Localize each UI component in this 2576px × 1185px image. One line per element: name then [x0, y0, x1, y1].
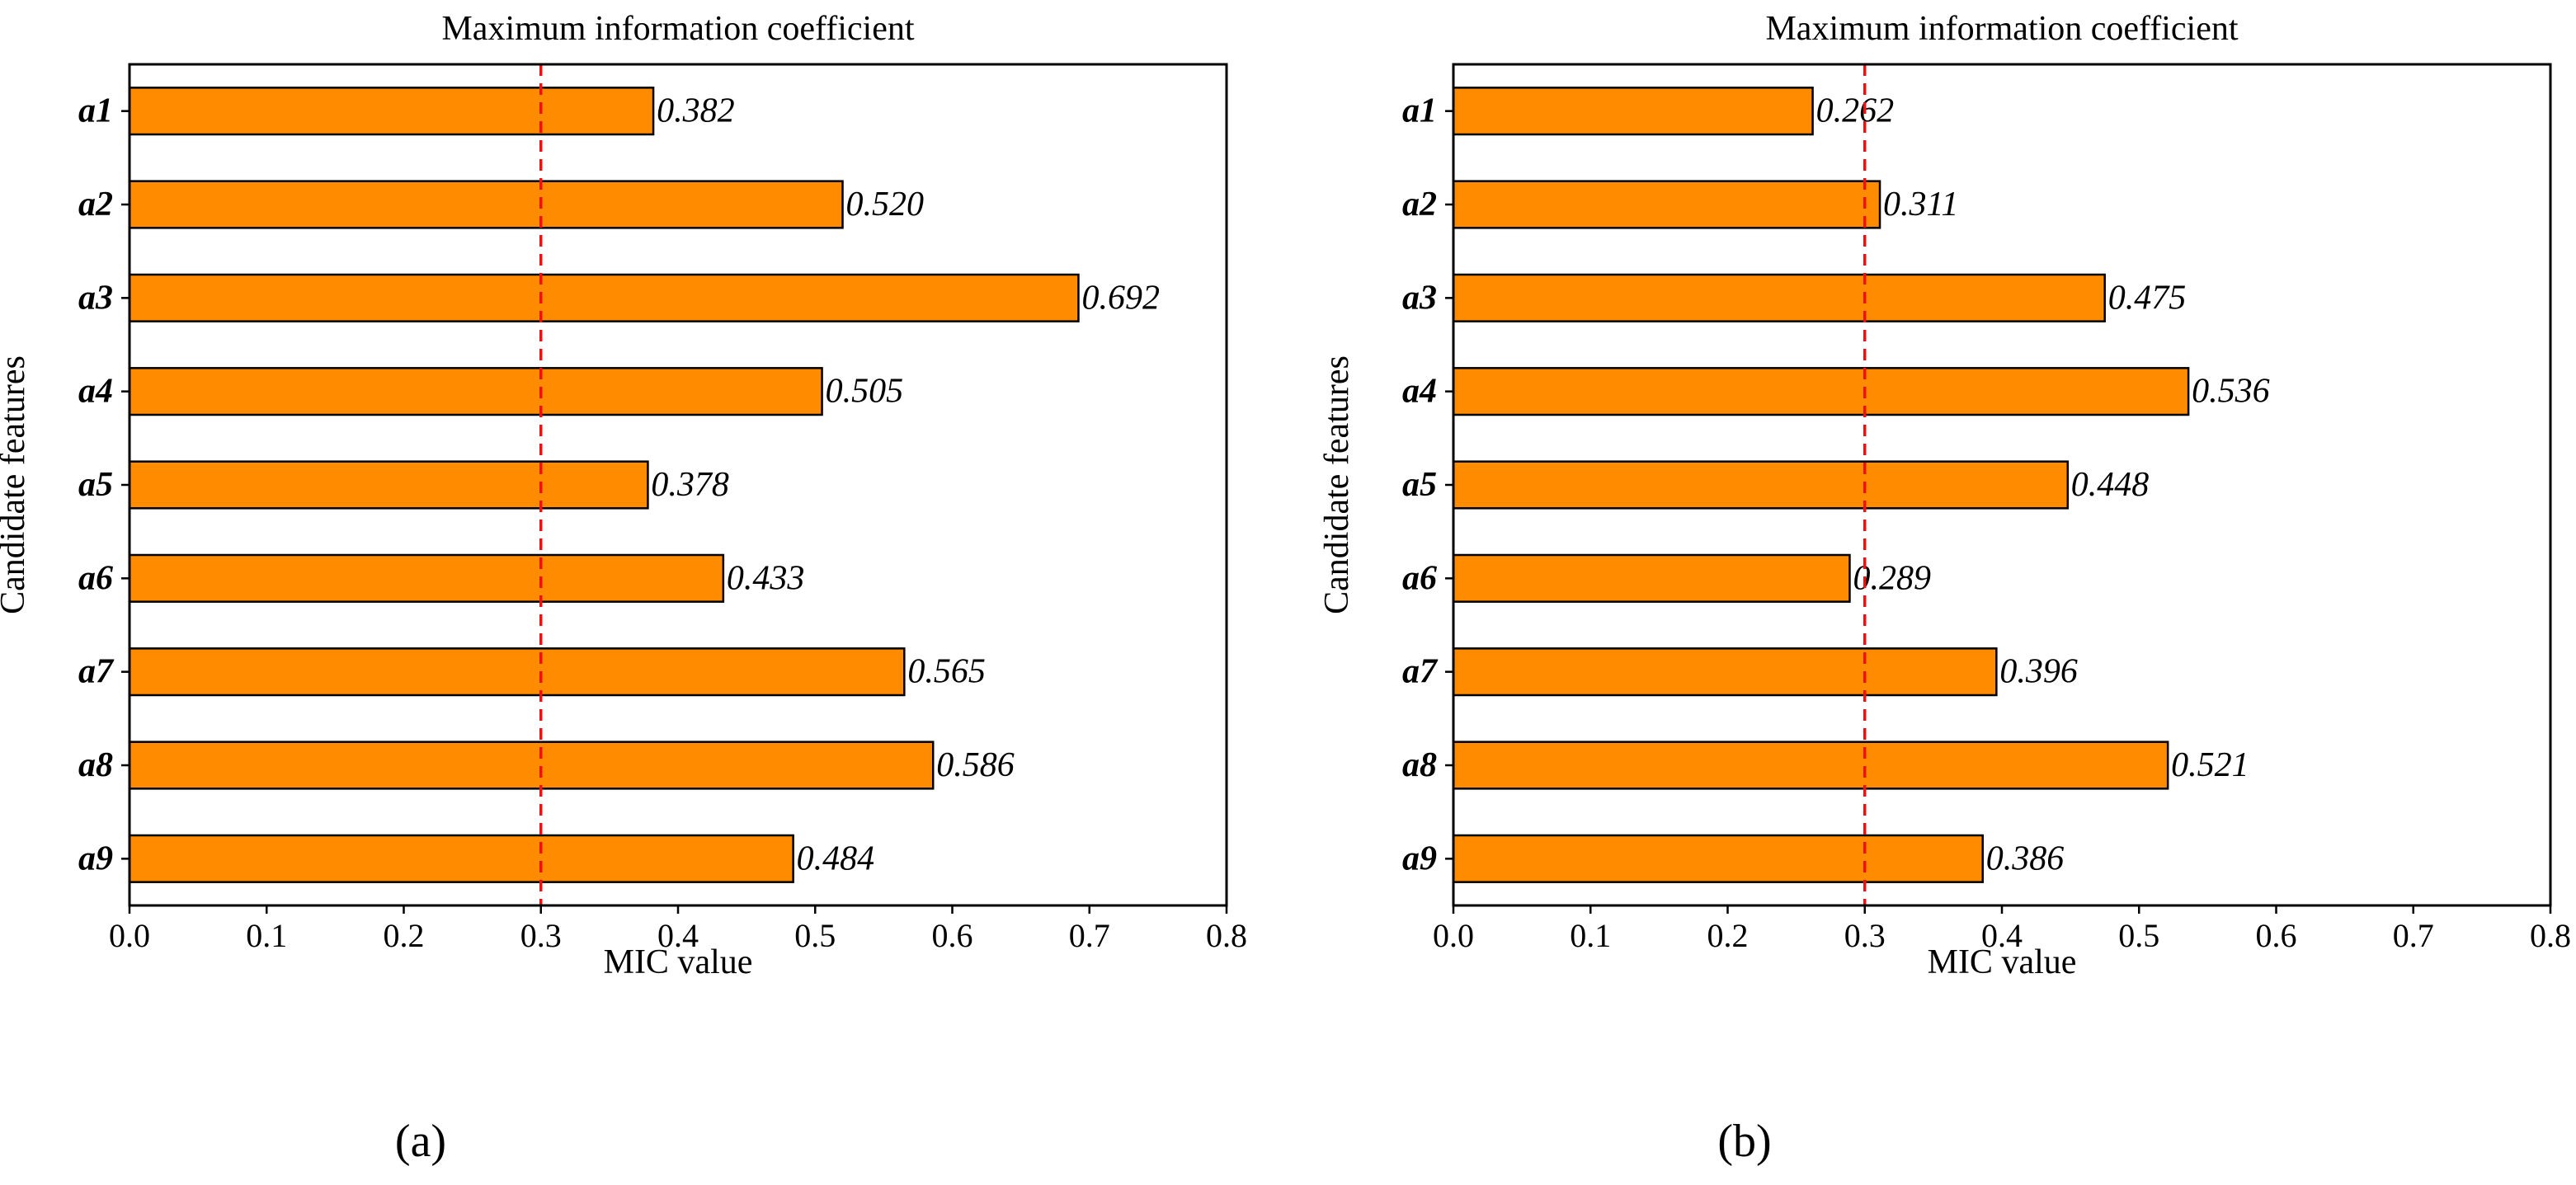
panel-b-xtick-label-0.5: 0.5 — [2118, 917, 2159, 954]
panel-b-value-label-a9: 0.386 — [1986, 839, 2065, 877]
panel-b-title: Maximum information coefficient — [1765, 10, 2238, 48]
panel-a-xtick-label-0.6: 0.6 — [932, 917, 973, 954]
panel-a-category-label-a9: a9 — [78, 839, 113, 877]
panel-a-bar-a8 — [128, 741, 935, 790]
panel-b-xtick-label-0.6: 0.6 — [2256, 917, 2297, 954]
panel-a-title: Maximum information coefficient — [441, 10, 914, 48]
panel-a-category-label-a7: a7 — [78, 653, 115, 691]
panel-b-category-label-a9: a9 — [1402, 839, 1437, 877]
panel-a-xtick-label-0.8: 0.8 — [1206, 917, 1247, 954]
panel-a-bar-a6 — [128, 553, 725, 603]
panel-b-category-label-a6: a6 — [1402, 559, 1437, 597]
panel-a-xtick-label-0.4: 0.4 — [657, 917, 699, 954]
panel-a-bar-a4 — [128, 367, 823, 416]
panel-a-bar-a2 — [128, 180, 844, 229]
panel-a-y-axis-label: Candidate features — [0, 355, 32, 614]
panel-a-bar-a3 — [128, 273, 1080, 322]
panel-a-category-label-a2: a2 — [78, 186, 113, 223]
panel-a-label: (a) — [395, 1116, 446, 1167]
panel-b-category-label-a5: a5 — [1402, 466, 1437, 504]
panel-a-xtick-label-0.2: 0.2 — [384, 917, 425, 954]
panel-a-bar-a1 — [128, 87, 655, 136]
panel-b-category-label-a3: a3 — [1402, 279, 1437, 317]
panel-b-value-label-a7: 0.396 — [1999, 653, 2078, 691]
panel-b-y-axis-label: Candidate features — [1318, 355, 1356, 614]
panel-a-category-label-a8: a8 — [78, 746, 113, 784]
panel-a-value-label-a6: 0.433 — [727, 559, 805, 597]
panel-b-category-label-a7: a7 — [1402, 653, 1439, 691]
panel-b-bar-a2 — [1452, 180, 1881, 229]
panel-b-bar-a7 — [1452, 647, 1998, 697]
panel-a-x-axis-label: MIC value — [604, 943, 753, 981]
panel-a-xtick-label-0.5: 0.5 — [794, 917, 836, 954]
panel-b-category-label-a1: a1 — [1402, 92, 1437, 130]
panel-b-xtick-label-0.0: 0.0 — [1433, 917, 1474, 954]
panel-b-value-label-a3: 0.475 — [2108, 279, 2187, 317]
panel-a-bar-a7 — [128, 647, 906, 697]
panel-a-bar-a5 — [128, 460, 649, 510]
panel-b-bar-a9 — [1452, 834, 1984, 883]
panel-b-category-label-a4: a4 — [1402, 373, 1437, 411]
panel-b-bar-a6 — [1452, 553, 1851, 603]
panel-a-value-label-a9: 0.484 — [797, 839, 875, 877]
panel-b-xtick-label-0.2: 0.2 — [1707, 917, 1749, 954]
panel-a-value-label-a7: 0.565 — [907, 653, 986, 691]
panel-b-bar-a3 — [1452, 273, 2106, 322]
panel-a-category-label-a3: a3 — [78, 279, 113, 317]
panel-b-xtick-label-0.3: 0.3 — [1844, 917, 1886, 954]
panel-b-xtick-label-0.8: 0.8 — [2530, 917, 2571, 954]
panel-a-xtick-label-0.0: 0.0 — [109, 917, 150, 954]
panel-b-value-label-a5: 0.448 — [2071, 466, 2150, 504]
panel-a-category-label-a1: a1 — [78, 92, 113, 130]
panel-b-xtick-label-0.1: 0.1 — [1570, 917, 1611, 954]
panel-b-x-axis-label: MIC value — [1928, 943, 2077, 981]
panel-a-xtick-label-0.7: 0.7 — [1069, 917, 1110, 954]
panel-b-category-label-a8: a8 — [1402, 746, 1437, 784]
panel-b-label: (b) — [1717, 1116, 1771, 1167]
panel-a-category-label-a4: a4 — [78, 373, 113, 411]
panel-b-value-label-a4: 0.536 — [2192, 373, 2270, 411]
panel-a-xtick-label-0.1: 0.1 — [246, 917, 287, 954]
panel-b-xtick-label-0.4: 0.4 — [1981, 917, 2023, 954]
panel-b-value-label-a2: 0.311 — [1883, 186, 1958, 223]
panel-a-bar-a9 — [128, 834, 794, 883]
panel-b-xtick-label-0.7: 0.7 — [2393, 917, 2434, 954]
panel-b-value-label-a8: 0.521 — [2171, 746, 2249, 784]
panel-b-bar-a8 — [1452, 741, 2169, 790]
panel-a-value-label-a1: 0.382 — [657, 92, 735, 130]
panel-a-value-label-a2: 0.520 — [846, 186, 925, 223]
panel-a-category-label-a5: a5 — [78, 466, 113, 504]
panel-a-category-label-a6: a6 — [78, 559, 113, 597]
panel-b-bar-a4 — [1452, 367, 2190, 416]
panel-b-bar-a1 — [1452, 87, 1814, 136]
panel-a-value-label-a4: 0.505 — [826, 373, 904, 411]
panel-a-xtick-label-0.3: 0.3 — [520, 917, 562, 954]
panel-b-category-label-a2: a2 — [1402, 186, 1437, 223]
panel-a-value-label-a8: 0.586 — [936, 746, 1015, 784]
panel-b-bar-a5 — [1452, 460, 2070, 510]
panel-a-value-label-a3: 0.692 — [1081, 279, 1160, 317]
panel-b-value-label-a1: 0.262 — [1816, 92, 1895, 130]
panel-a-value-label-a5: 0.378 — [651, 466, 729, 504]
